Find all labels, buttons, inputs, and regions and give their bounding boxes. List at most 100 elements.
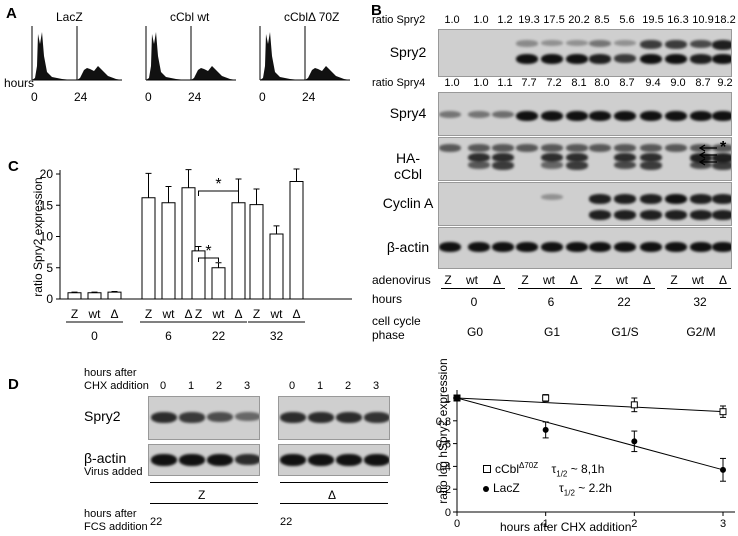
blot-band xyxy=(492,161,514,170)
lane-label: 3 xyxy=(372,380,380,392)
legend-cbl-name: cCbl xyxy=(495,462,520,476)
data-point xyxy=(631,438,638,445)
x-tick-label: 0 xyxy=(454,518,460,530)
ratio-spry2-label: ratio Spry2 xyxy=(372,14,426,26)
blot-band xyxy=(712,40,731,50)
y-tick-label: 0 xyxy=(46,292,53,306)
blot-band xyxy=(151,412,177,424)
arrow-icons xyxy=(698,144,717,166)
group-underline xyxy=(591,288,655,289)
timepoint-24: 24 xyxy=(188,90,202,104)
data-point xyxy=(542,426,549,433)
timepoint-0: 0 xyxy=(31,90,38,104)
blot-band xyxy=(640,54,662,64)
data-point xyxy=(720,466,726,473)
ratio-spry2-value: 1.0 xyxy=(473,14,489,26)
ratio-spry2-value: 5.6 xyxy=(619,14,635,26)
blot-band xyxy=(566,161,588,170)
blot-band xyxy=(614,242,636,252)
blot-band xyxy=(640,153,662,163)
blot-panel xyxy=(278,396,390,440)
blot-band xyxy=(566,144,588,152)
blot-band xyxy=(468,153,490,163)
blot-band xyxy=(541,242,563,252)
bar-category-label: Δ xyxy=(234,307,242,321)
condition-label: LacZ xyxy=(56,10,83,24)
legend-lacz-halflife: ~ 2.2h xyxy=(574,481,612,495)
blot-band xyxy=(468,161,490,169)
ratio-spry4-value: 1.0 xyxy=(444,77,460,89)
lane-label: 1 xyxy=(316,380,324,392)
blot-band xyxy=(614,153,636,163)
group-label: 6 xyxy=(165,329,172,343)
blot-band xyxy=(439,242,461,252)
blot-band xyxy=(614,161,636,170)
blot-band xyxy=(640,194,662,204)
blot-band xyxy=(336,412,362,424)
chx-label-2: CHX addition xyxy=(84,380,149,392)
blot-band xyxy=(665,111,687,121)
x-tick-label: 2 xyxy=(631,518,637,530)
virus-label: Δ xyxy=(642,273,651,287)
ratio-spry4-value: 8.1 xyxy=(571,77,587,89)
bar-category-label: wt xyxy=(270,307,284,321)
ratio-spry4-value: 8.7 xyxy=(695,77,711,89)
virus-label: Δ xyxy=(569,273,578,287)
phase-label-1: cell cycle xyxy=(372,314,421,328)
panel-c-label: C xyxy=(8,158,19,175)
blot-band xyxy=(492,144,514,152)
blot-panel xyxy=(438,137,732,181)
blot-band xyxy=(308,454,334,466)
bar-category-label: Z xyxy=(145,307,152,321)
blot-band xyxy=(235,454,259,466)
blot-band xyxy=(712,153,731,163)
blot-band xyxy=(614,194,636,204)
blot-label: Spry4 xyxy=(389,105,427,121)
blot-panel xyxy=(148,444,260,476)
fcs-underline-1 xyxy=(150,503,258,504)
blot-band xyxy=(690,111,712,121)
virus-label: wt xyxy=(616,273,628,287)
blot-band xyxy=(151,454,177,466)
ratio-spry2-value: 18.2 xyxy=(714,14,736,26)
blot-band xyxy=(589,54,611,64)
timepoint-24: 24 xyxy=(302,90,316,104)
y-tick-label: 15 xyxy=(40,198,54,212)
bar-category-label: wt xyxy=(162,307,176,321)
blot-band xyxy=(541,40,563,47)
legend-lacz-tau: τ xyxy=(559,481,564,495)
bar-category-label: Δ xyxy=(184,307,192,321)
blot-band xyxy=(179,454,205,466)
timepoint-0: 0 xyxy=(259,90,266,104)
blot-band xyxy=(690,161,712,170)
blot-label: β-actin xyxy=(84,450,127,466)
blot-band xyxy=(690,40,712,49)
blot-band xyxy=(364,412,389,423)
group-label: 32 xyxy=(270,329,284,343)
bar-category-label: Z xyxy=(253,307,260,321)
legend-cbl-tau-sub: 1/2 xyxy=(556,469,568,479)
y-tick-label: 20 xyxy=(40,167,54,181)
blot-band xyxy=(179,412,205,423)
bar-category-label: wt xyxy=(88,307,102,321)
blot-band xyxy=(516,242,538,252)
histogram xyxy=(259,26,350,81)
ratio-spry2-value: 19.5 xyxy=(642,14,664,26)
blot-band xyxy=(492,153,514,163)
fcs-underline-2 xyxy=(280,503,388,504)
ratio-spry2-value: 19.3 xyxy=(518,14,540,26)
virus-label: Z xyxy=(594,273,602,287)
phase-value: G0 xyxy=(466,325,483,339)
y-tick-label: 0.2 xyxy=(436,484,451,496)
legend-lacz-marker xyxy=(483,486,489,492)
lane-label: 1 xyxy=(187,380,195,392)
blot-band xyxy=(235,412,259,422)
blot-band xyxy=(566,54,588,64)
histogram xyxy=(31,26,122,81)
group-underline xyxy=(518,288,582,289)
blot-band xyxy=(516,40,538,47)
trend-line xyxy=(456,397,724,413)
ratio-spry2-value: 10.9 xyxy=(692,14,714,26)
panel-b-label: B xyxy=(371,2,382,19)
group-underline xyxy=(441,288,505,289)
